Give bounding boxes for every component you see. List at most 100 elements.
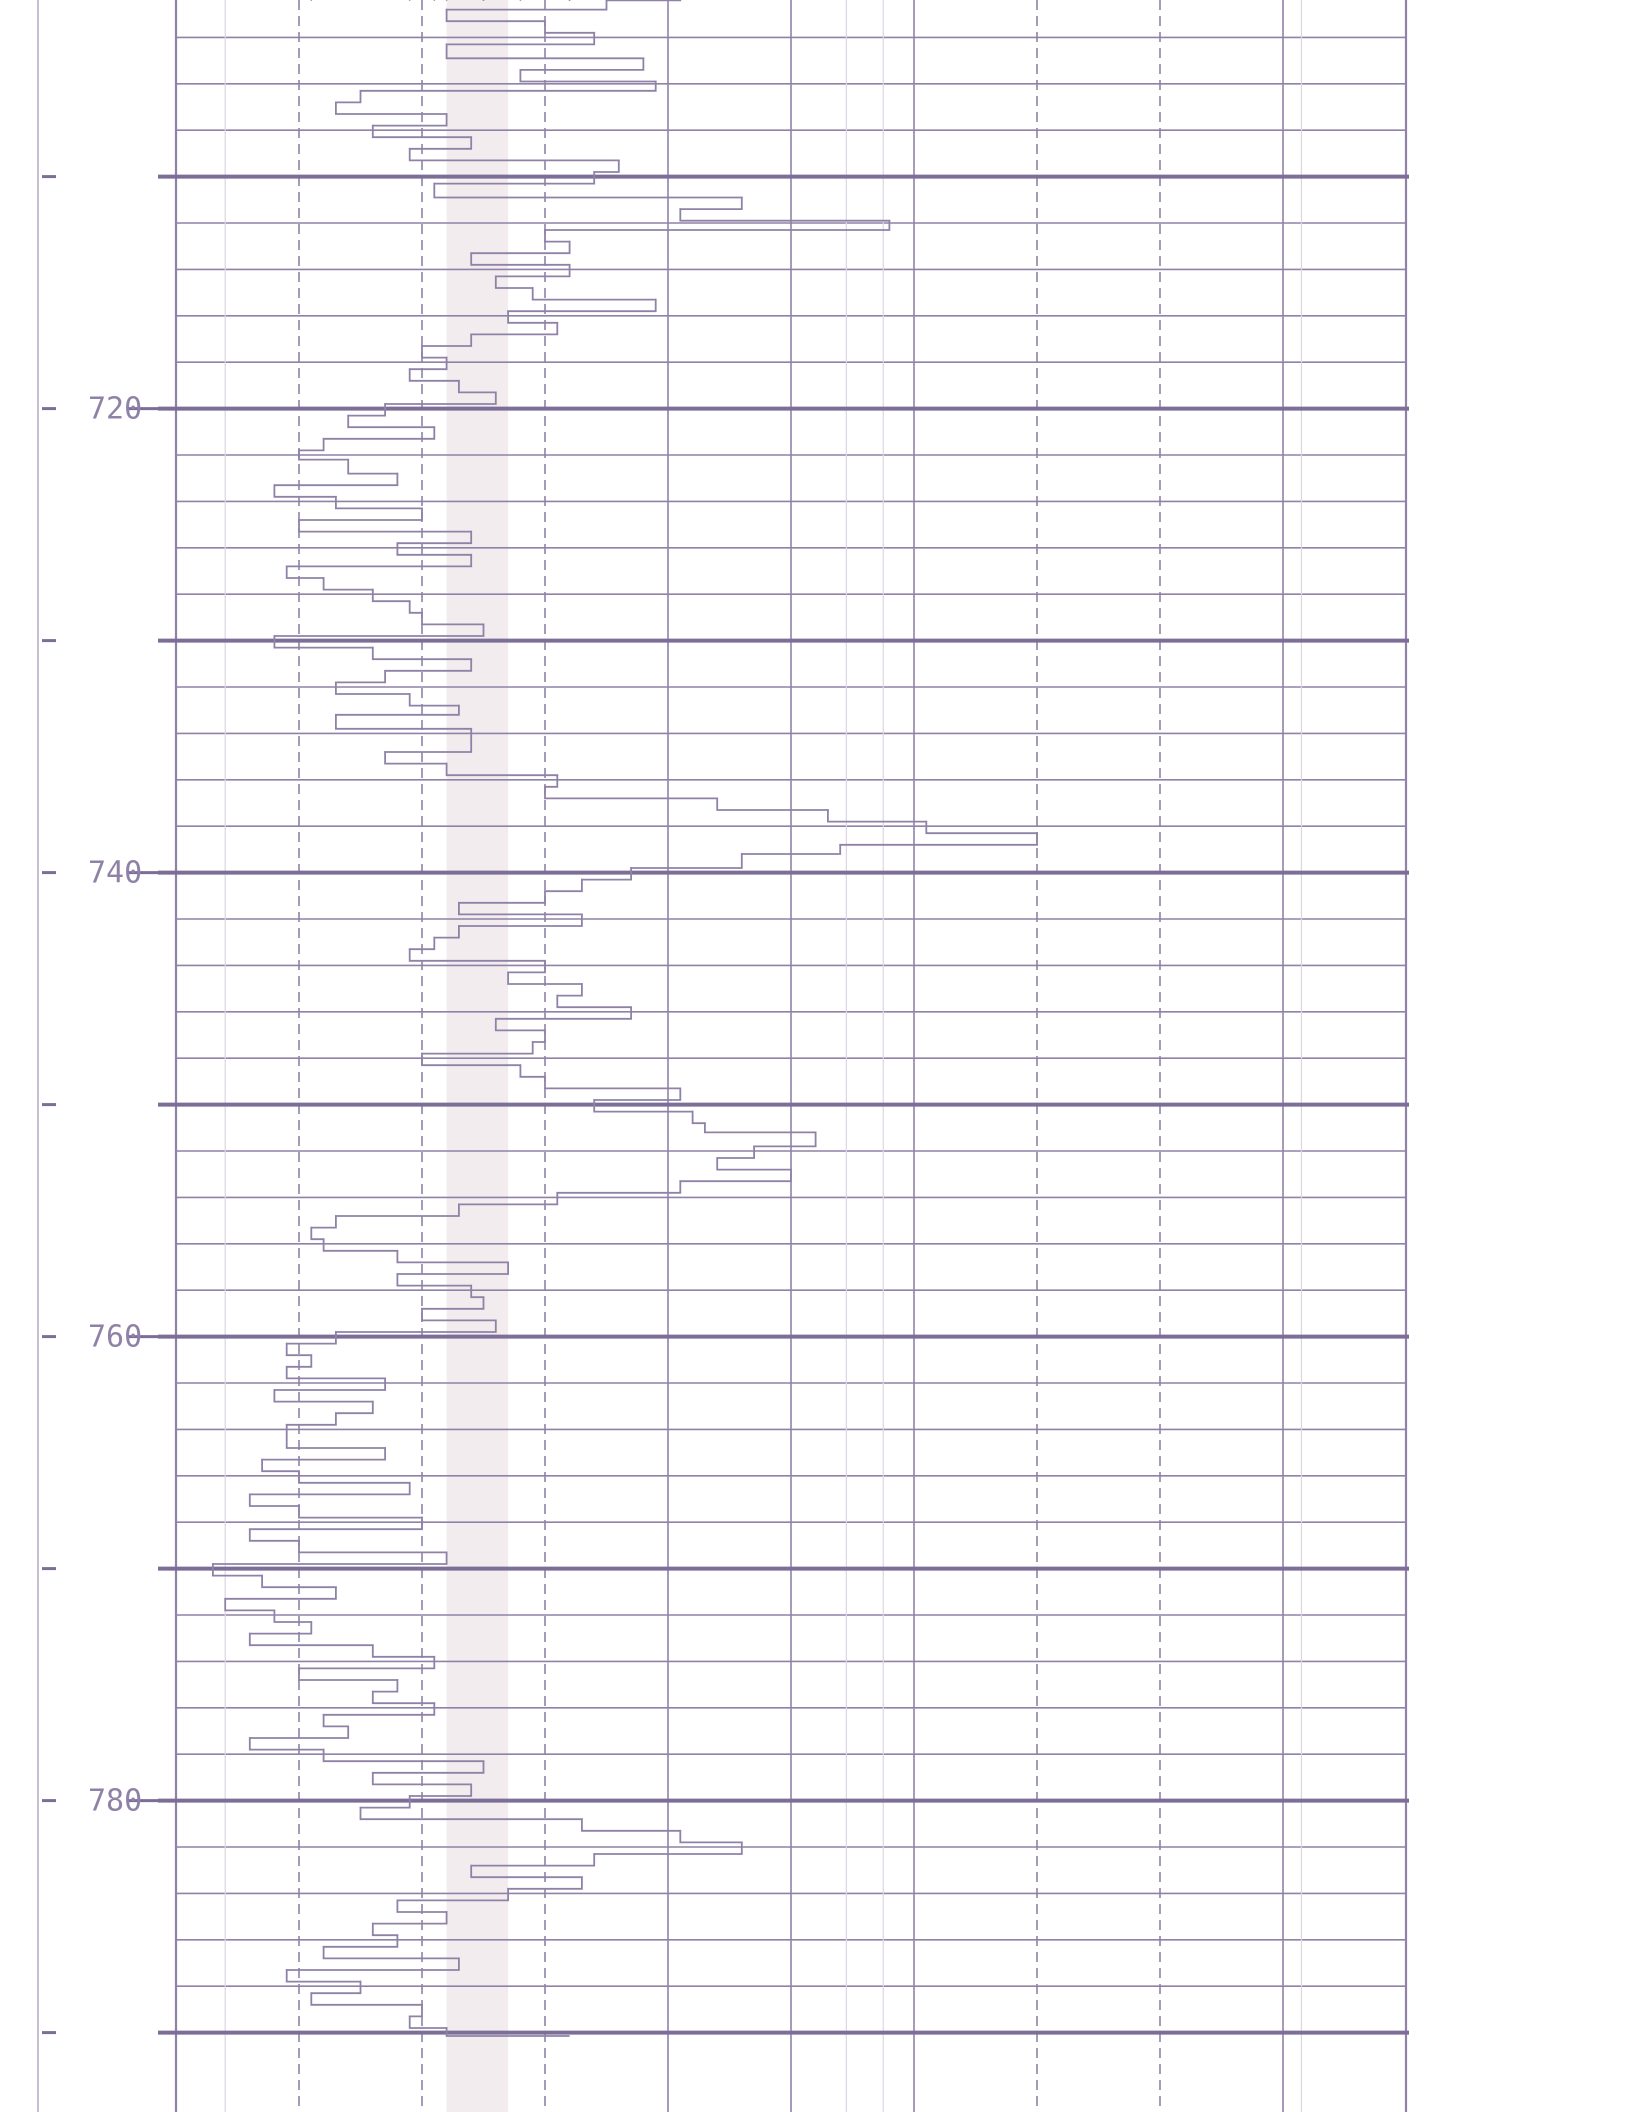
log-sample-point	[335, 1412, 337, 1415]
log-sample-point	[581, 913, 583, 916]
log-sample-point	[617, 0, 620, 1]
log-sample-point	[482, 623, 485, 626]
log-sample-point	[285, 1435, 288, 1438]
log-sample-point	[371, 1922, 374, 1925]
log-sample-point	[359, 89, 362, 92]
log-sample-point	[556, 994, 559, 997]
log-sample-point	[617, 159, 620, 162]
log-sample-point	[494, 391, 497, 394]
log-sample-point	[433, 0, 436, 1]
log-sample-point	[593, 1853, 596, 1855]
log-sample-point	[384, 1447, 386, 1449]
log-sample-point	[371, 588, 374, 591]
log-sample-point	[298, 1667, 300, 1670]
log-sample-point	[507, 310, 509, 313]
log-sample-point	[544, 785, 546, 788]
log-sample-point	[716, 1157, 719, 1159]
log-sample-point	[396, 1934, 399, 1937]
log-sample-point	[925, 820, 928, 823]
log-sample-point	[359, 1806, 362, 1809]
log-sample-point	[740, 196, 743, 199]
log-sample-point	[581, 1818, 583, 1821]
log-sample-point	[507, 971, 509, 974]
log-sample-point	[568, 0, 571, 1]
log-sample-point	[568, 263, 571, 266]
log-sample-point	[581, 878, 583, 881]
log-sample-point	[470, 1864, 473, 1867]
log-sample-point	[556, 321, 559, 324]
log-sample-point	[740, 853, 743, 855]
log-sample-point	[273, 1389, 276, 1391]
log-sample-point	[322, 1945, 325, 1948]
log-sample-point	[888, 219, 891, 222]
log-sample-point	[335, 1586, 337, 1589]
log-sample-point	[421, 2003, 423, 2006]
log-sample-point	[470, 136, 473, 139]
log-sample-point	[408, 1795, 411, 1797]
log-sample-point	[593, 31, 596, 34]
log-sample-point	[347, 414, 350, 417]
log-sample-point	[384, 403, 386, 405]
log-sample-point	[396, 542, 399, 545]
log-sample-point	[445, 0, 448, 1]
log-sample-point	[470, 739, 473, 742]
log-sample-point	[507, 1261, 509, 1264]
log-sample-point	[285, 1365, 288, 1368]
log-sample-point	[384, 751, 386, 753]
log-sample-point	[445, 762, 448, 765]
log-sample-point	[408, 368, 411, 371]
log-sample-point	[421, 611, 423, 614]
log-sample-point	[285, 565, 288, 568]
log-sample-point	[433, 936, 436, 939]
log-sample-point	[470, 727, 473, 730]
log-sample-point	[285, 1969, 288, 1971]
log-sample-point	[544, 20, 546, 23]
log-sample-point	[556, 774, 559, 777]
log-sample-point	[716, 797, 719, 800]
log-sample-point	[470, 553, 473, 556]
log-sample-point	[310, 1992, 313, 1995]
log-sample-point	[691, 1110, 694, 1113]
log-sample-point	[322, 1748, 325, 1751]
log-sample-point	[322, 437, 325, 440]
log-sample-point	[371, 124, 374, 127]
log-sample-point	[408, 693, 411, 695]
log-sample-point	[790, 1168, 792, 1171]
log-sample-point	[482, 1296, 485, 1299]
log-sample-point	[261, 1574, 263, 1577]
log-sample-point	[470, 1284, 473, 1287]
log-sample-point	[335, 681, 337, 684]
log-sample-point	[335, 1331, 337, 1333]
log-sample-point	[470, 333, 473, 336]
log-sample-point	[335, 713, 337, 716]
log-sample-point	[630, 867, 632, 869]
log-sample-point	[458, 704, 460, 707]
log-sample-point	[261, 1458, 263, 1461]
log-sample-point	[396, 1899, 399, 1902]
log-sample-point	[433, 426, 436, 429]
log-sample-point	[421, 345, 423, 347]
log-sample-point	[445, 1551, 448, 1554]
log-sample-point	[359, 1980, 362, 1983]
log-sample-point	[482, 0, 485, 1]
log-sample-point	[273, 635, 276, 637]
log-sample-point	[593, 171, 596, 173]
log-sample-point	[679, 1829, 682, 1832]
depth-tick-label: 720	[88, 392, 142, 427]
log-sample-point	[384, 1377, 386, 1380]
depth-tick-label: 760	[88, 1320, 142, 1355]
log-sample-point	[421, 1307, 423, 1310]
log-sample-point	[421, 1516, 423, 1519]
log-sample-point	[581, 1876, 583, 1879]
log-sample-point	[458, 901, 460, 904]
depth-tick-label: 740	[88, 856, 142, 891]
log-sample-point	[445, 1911, 448, 1913]
log-sample-point	[322, 577, 325, 579]
log-sample-point	[642, 57, 645, 60]
log-sample-point	[827, 809, 829, 811]
log-sample-point	[654, 80, 657, 83]
log-sample-point	[335, 1215, 337, 1217]
log-sample-point	[740, 1841, 743, 1844]
